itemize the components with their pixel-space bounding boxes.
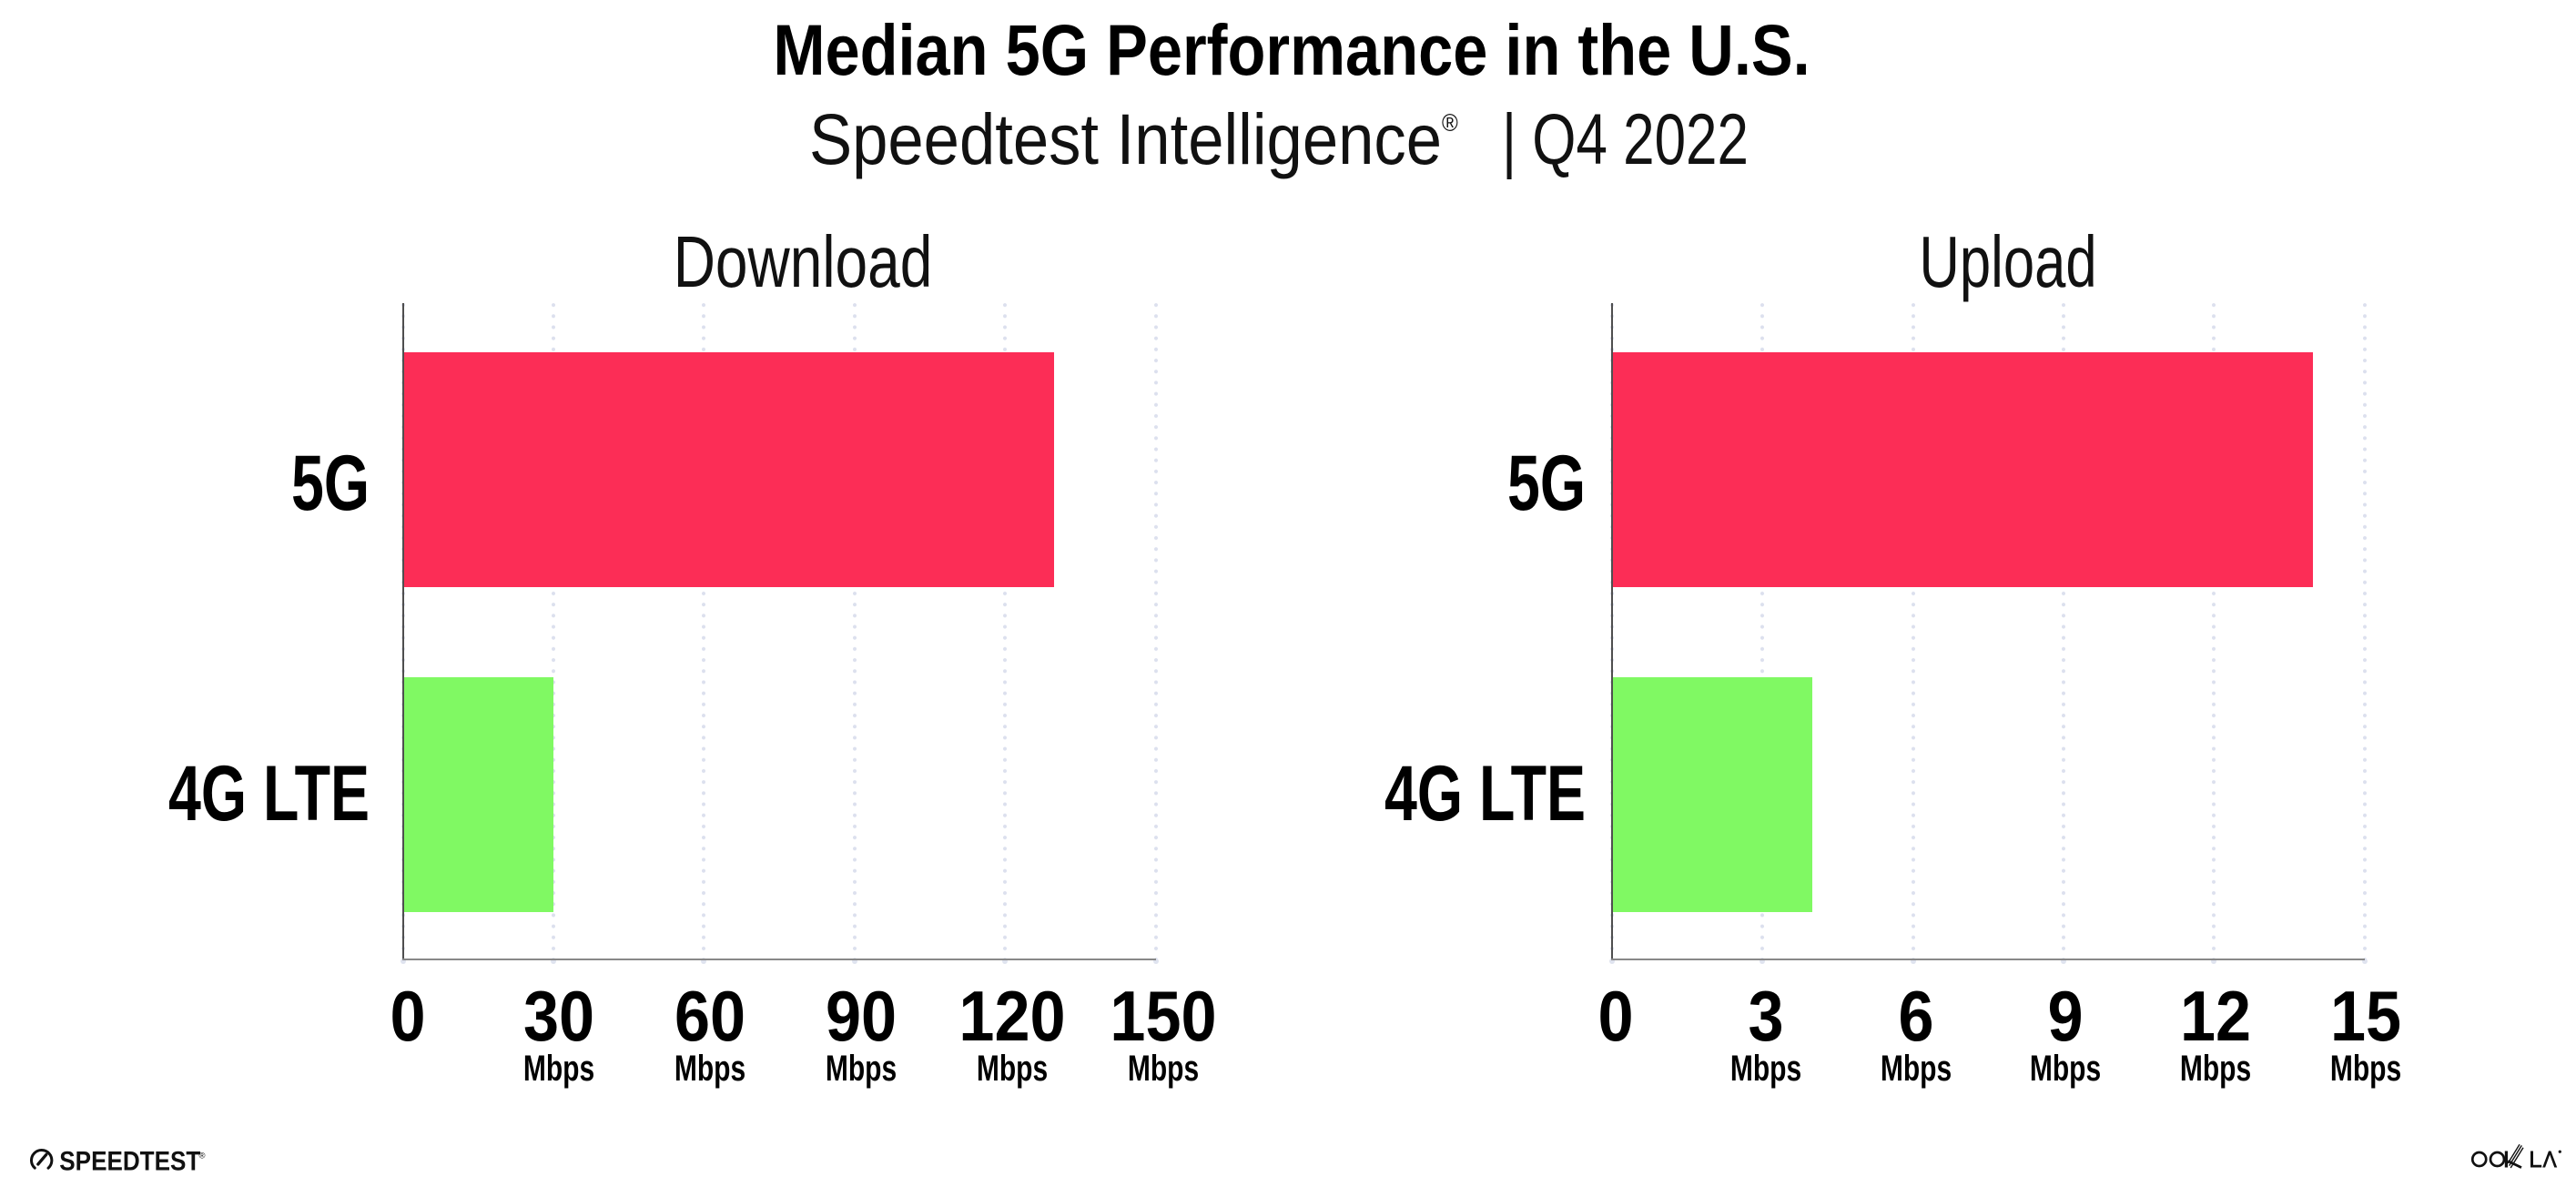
svg-text:®: ® <box>199 1151 206 1161</box>
svg-text:SPEEDTEST: SPEEDTEST <box>59 1147 200 1176</box>
